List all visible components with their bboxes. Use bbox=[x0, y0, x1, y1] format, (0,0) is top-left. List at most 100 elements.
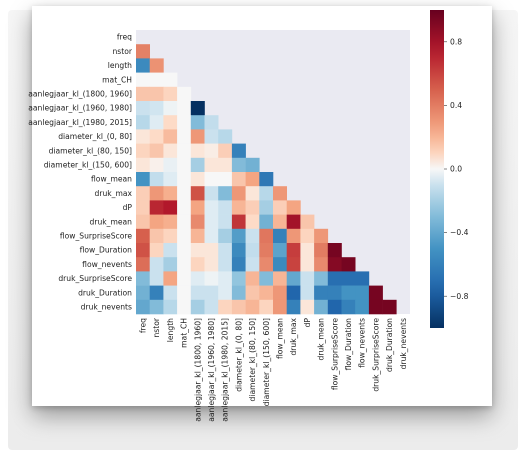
heatmap-cell bbox=[163, 143, 178, 159]
heatmap-cell bbox=[231, 172, 246, 187]
heatmap-cell bbox=[136, 200, 150, 215]
heatmap-cell bbox=[190, 214, 205, 230]
heatmap-cell bbox=[149, 257, 164, 272]
y-tick-labels: freq nstor length mat_CH aanlegjaar_kl_(1800… bbox=[28, 33, 133, 312]
heatmap-cell bbox=[245, 299, 260, 315]
heatmap-cell bbox=[136, 115, 150, 130]
heatmap-cell bbox=[314, 243, 329, 258]
heatmap-cell bbox=[231, 257, 246, 272]
y-tick-label: druk_nevents bbox=[81, 303, 132, 312]
heatmap-cell bbox=[300, 214, 315, 230]
heatmap-cell bbox=[190, 228, 205, 244]
y-tick-label: aanlegjaar_kl_(1980, 2015] bbox=[28, 118, 132, 127]
heatmap-cell bbox=[218, 299, 233, 315]
heatmap-cell bbox=[327, 299, 342, 315]
x-tick-label: flow_Duration bbox=[344, 318, 353, 371]
heatmap-cell bbox=[218, 200, 233, 215]
heatmap-cell bbox=[314, 228, 329, 244]
heatmap-cells bbox=[136, 44, 397, 315]
heatmap-cell bbox=[163, 172, 178, 187]
heatmap-cell bbox=[286, 214, 301, 230]
y-tick-label: flow_Duration bbox=[80, 246, 133, 255]
heatmap-cell bbox=[273, 299, 287, 315]
heatmap-cell bbox=[163, 157, 178, 173]
heatmap-cell bbox=[149, 115, 164, 130]
heatmap-cell bbox=[341, 299, 356, 315]
heatmap-cell bbox=[149, 101, 164, 116]
heatmap-cell bbox=[245, 172, 260, 187]
heatmap-cell bbox=[204, 115, 219, 130]
heatmap-cell bbox=[273, 243, 287, 258]
heatmap-cell bbox=[314, 257, 329, 272]
heatmap-cell bbox=[136, 214, 150, 230]
y-tick-label: flow_nevents bbox=[82, 260, 132, 269]
x-tick-label: druk_mean bbox=[317, 318, 326, 361]
heatmap-cell bbox=[245, 285, 260, 301]
heatmap-cell bbox=[177, 157, 192, 173]
colorbar-tick-label: 0.0 bbox=[450, 165, 462, 174]
heatmap-cell bbox=[273, 257, 287, 272]
heatmap-cell bbox=[163, 299, 178, 315]
heatmap-cell bbox=[204, 143, 219, 159]
y-tick-label: diameter_kl_(0, 80] bbox=[58, 132, 132, 141]
heatmap-cell bbox=[204, 129, 219, 144]
heatmap-cell bbox=[149, 299, 164, 315]
heatmap-cell bbox=[190, 285, 205, 301]
x-tick-label: flow_mean bbox=[275, 318, 284, 359]
heatmap-cell bbox=[149, 143, 164, 159]
heatmap-cell bbox=[136, 228, 150, 244]
heatmap-cell bbox=[177, 200, 192, 215]
x-tick-label: freq bbox=[138, 318, 147, 333]
heatmap-cell bbox=[136, 271, 150, 286]
heatmap-cell bbox=[204, 285, 219, 301]
heatmap-cell bbox=[177, 299, 192, 315]
heatmap-cell bbox=[259, 299, 274, 315]
heatmap-cell bbox=[190, 243, 205, 258]
y-tick-label: mat_CH bbox=[102, 75, 132, 84]
heatmap-cell bbox=[368, 285, 383, 301]
heatmap-cell bbox=[245, 186, 260, 201]
heatmap-cell bbox=[327, 243, 342, 258]
heatmap-cell bbox=[218, 214, 233, 230]
y-tick-label: diameter_kl_(150, 600] bbox=[44, 161, 132, 170]
heatmap-cell bbox=[259, 214, 274, 230]
heatmap-cell bbox=[355, 285, 370, 301]
heatmap-cell bbox=[136, 86, 150, 102]
heatmap-cell bbox=[259, 172, 274, 187]
heatmap-cell bbox=[190, 200, 205, 215]
heatmap-cell bbox=[231, 243, 246, 258]
heatmap-cell bbox=[204, 228, 219, 244]
heatmap-cell bbox=[136, 129, 150, 144]
y-tick-label: flow_SurpriseScore bbox=[60, 232, 132, 241]
colorbar-tick-label: −0.8 bbox=[450, 292, 469, 301]
heatmap-cell bbox=[300, 285, 315, 301]
heatmap-cell bbox=[190, 101, 205, 116]
heatmap-cell bbox=[136, 243, 150, 258]
heatmap-cell bbox=[273, 228, 287, 244]
heatmap-cell bbox=[245, 243, 260, 258]
heatmap-cell bbox=[163, 129, 178, 144]
heatmap-cell bbox=[231, 214, 246, 230]
heatmap-cell bbox=[149, 172, 164, 187]
colorbar-tick-label: 0.4 bbox=[450, 101, 462, 110]
heatmap-cell bbox=[231, 285, 246, 301]
y-tick-label: length bbox=[108, 61, 132, 70]
heatmap-cell bbox=[259, 243, 274, 258]
heatmap-cell bbox=[259, 271, 274, 286]
heatmap-cell bbox=[286, 285, 301, 301]
y-tick-label: druk_max bbox=[95, 189, 133, 198]
heatmap-cell bbox=[218, 243, 233, 258]
heatmap-cell bbox=[163, 72, 178, 88]
heatmap-cell bbox=[149, 228, 164, 244]
colorbar: 0.8 0.4 0.0 −0.4 −0.8 bbox=[430, 10, 469, 328]
x-tick-label: diameter_kl_(150, 600] bbox=[262, 318, 271, 406]
heatmap-cell bbox=[300, 271, 315, 286]
heatmap-cell bbox=[286, 228, 301, 244]
heatmap-cell bbox=[163, 200, 178, 215]
heatmap-cell bbox=[286, 200, 301, 215]
heatmap-cell bbox=[149, 129, 164, 144]
y-tick-label: druk_SurpriseScore bbox=[58, 274, 132, 283]
x-tick-label: druk_SurpriseScore bbox=[371, 318, 380, 392]
x-tick-label: flow_nevents bbox=[358, 318, 367, 368]
